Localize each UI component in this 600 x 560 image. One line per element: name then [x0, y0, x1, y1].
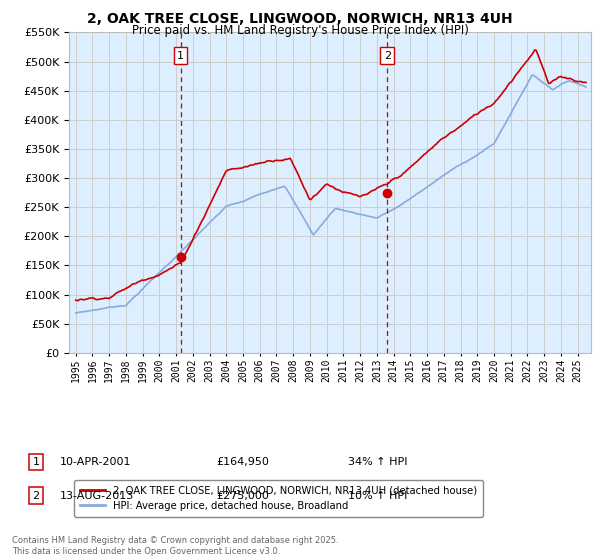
Text: 1: 1 [32, 457, 40, 467]
Text: 1: 1 [177, 51, 184, 61]
Text: 2: 2 [383, 51, 391, 61]
Text: 34% ↑ HPI: 34% ↑ HPI [348, 457, 407, 467]
Text: 2, OAK TREE CLOSE, LINGWOOD, NORWICH, NR13 4UH: 2, OAK TREE CLOSE, LINGWOOD, NORWICH, NR… [87, 12, 513, 26]
Text: Contains HM Land Registry data © Crown copyright and database right 2025.
This d: Contains HM Land Registry data © Crown c… [12, 536, 338, 556]
Text: £275,000: £275,000 [216, 491, 269, 501]
Text: 10% ↑ HPI: 10% ↑ HPI [348, 491, 407, 501]
Text: £164,950: £164,950 [216, 457, 269, 467]
Text: Price paid vs. HM Land Registry's House Price Index (HPI): Price paid vs. HM Land Registry's House … [131, 24, 469, 36]
Legend: 2, OAK TREE CLOSE, LINGWOOD, NORWICH, NR13 4UH (detached house), HPI: Average pr: 2, OAK TREE CLOSE, LINGWOOD, NORWICH, NR… [74, 479, 483, 516]
Text: 2: 2 [32, 491, 40, 501]
Text: 13-AUG-2013: 13-AUG-2013 [60, 491, 134, 501]
Text: 10-APR-2001: 10-APR-2001 [60, 457, 131, 467]
